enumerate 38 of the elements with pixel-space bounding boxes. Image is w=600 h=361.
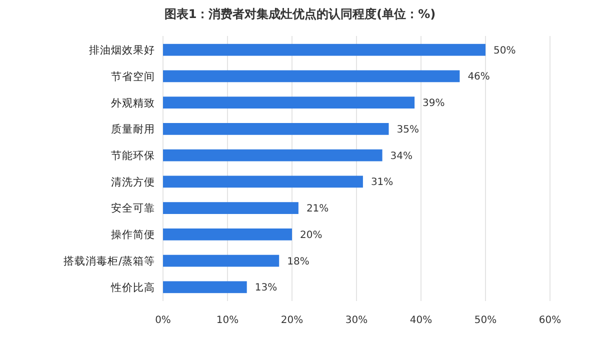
y-tick-label: 安全可靠 (111, 202, 155, 215)
bar (163, 254, 280, 267)
data-label: 31% (370, 177, 394, 188)
y-tick-label: 操作简便 (111, 229, 155, 242)
y-tick-label: 清洗方便 (111, 175, 155, 188)
data-label: 21% (306, 204, 329, 215)
x-tick-label: 20% (280, 315, 304, 326)
bar (163, 70, 460, 82)
x-tick-label: 10% (216, 315, 239, 326)
data-label: 34% (390, 150, 413, 162)
x-tick-label: 60% (538, 315, 562, 326)
bar (163, 281, 247, 294)
bar (163, 176, 363, 188)
bar (163, 149, 382, 162)
x-tick-label: 40% (410, 315, 432, 326)
bar (163, 44, 486, 56)
data-label: 13% (254, 282, 278, 294)
data-label: 50% (494, 45, 516, 56)
y-tick-label: 质量耐用 (111, 122, 155, 136)
y-tick-label: 性价比高 (110, 280, 155, 294)
chart-title: 图表1：消费者对集成灶优点的认同程度(单位：%) (164, 7, 436, 21)
data-label: 18% (287, 256, 310, 268)
y-tick-label: 外观精致 (111, 97, 155, 110)
data-label: 39% (422, 98, 445, 110)
y-tick-label: 搭载消毒柜/蒸箱等 (63, 254, 155, 268)
bar (163, 123, 389, 135)
x-tick-label: 30% (345, 315, 368, 326)
bar (163, 96, 415, 109)
y-tick-label: 排油烟效果好 (89, 44, 155, 57)
y-tick-label: 节能环保 (111, 148, 155, 162)
bar (163, 202, 298, 214)
data-label: 46% (468, 72, 490, 83)
x-tick-label: 50% (474, 315, 497, 326)
data-label: 35% (396, 124, 419, 136)
data-label: 20% (300, 230, 322, 241)
y-tick-label: 节省空间 (111, 70, 155, 83)
bar (163, 228, 292, 240)
x-tick-label: 0% (155, 315, 171, 326)
